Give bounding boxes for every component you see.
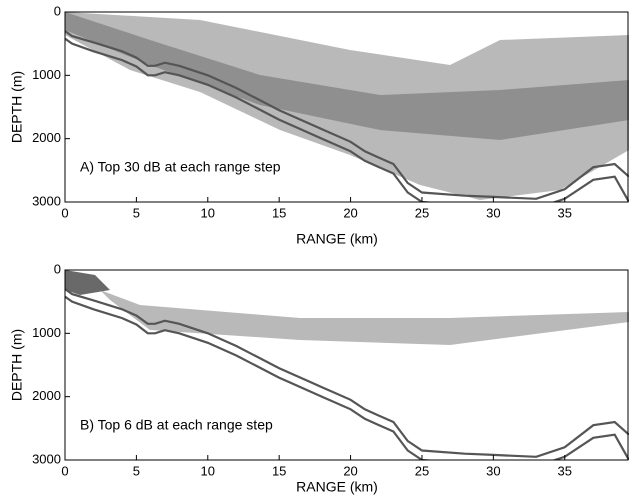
y-tick-label: 1000 [32, 325, 61, 340]
x-tick-label: 25 [415, 205, 429, 220]
field-shading [65, 270, 629, 345]
x-tick-label: 30 [486, 205, 500, 220]
x-tick-label: 5 [133, 205, 140, 220]
x-tick-label: 0 [61, 205, 68, 220]
bathymetry-line [65, 288, 629, 458]
plot-frame [64, 11, 629, 203]
panel-annotation: A) Top 30 dB at each range step [80, 159, 281, 175]
x-tick-label: 15 [272, 463, 286, 478]
x-tick-label: 10 [201, 463, 215, 478]
y-tick-label: 3000 [32, 193, 61, 208]
y-tick-label: 3000 [32, 451, 61, 466]
y-tick-label: 2000 [32, 388, 61, 403]
y-tick-label: 0 [54, 3, 61, 18]
plot-lines [65, 288, 629, 460]
x-tick-label: 25 [415, 463, 429, 478]
x-tick-label: 15 [272, 205, 286, 220]
x-tick-label: 5 [133, 463, 140, 478]
x-tick-label: 35 [558, 463, 572, 478]
bathymetry-line [65, 30, 629, 200]
y-tick-label: 1000 [32, 67, 61, 82]
x-tick-label: 0 [61, 463, 68, 478]
x-tick-label: 20 [343, 205, 357, 220]
x-tick-label: 30 [486, 463, 500, 478]
x-tick-label: 35 [558, 205, 572, 220]
bathymetry-line [65, 295, 629, 460]
y-axis-label: DEPTH (m) [9, 329, 25, 401]
y-tick-label: 2000 [32, 130, 61, 145]
x-axis-label: RANGE (km) [296, 231, 378, 247]
field-shading [65, 12, 629, 200]
y-tick-label: 0 [54, 261, 61, 276]
y-axis-label: DEPTH (m) [9, 71, 25, 143]
x-tick-label: 20 [343, 463, 357, 478]
x-axis-label: RANGE (km) [296, 479, 378, 495]
panel-annotation: B) Top 6 dB at each range step [80, 417, 273, 433]
plot-lines [65, 30, 629, 202]
plot-frame [64, 269, 629, 461]
bathymetry-line [65, 37, 629, 202]
x-tick-label: 10 [201, 205, 215, 220]
